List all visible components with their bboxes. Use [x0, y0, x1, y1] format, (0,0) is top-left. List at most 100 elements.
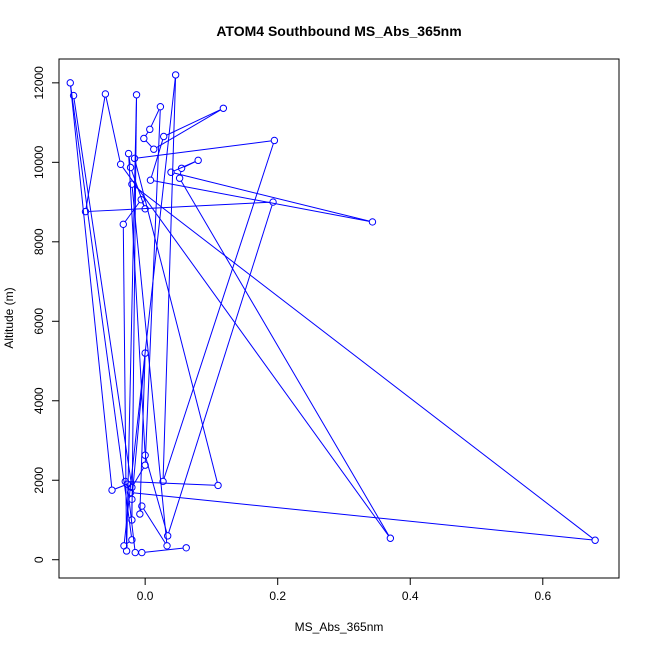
series-segment — [137, 140, 272, 159]
series-segment — [179, 171, 182, 176]
y-tick-label: 4000 — [32, 387, 46, 414]
series-segment — [124, 201, 140, 223]
series-segment — [156, 109, 221, 149]
series-segment — [70, 85, 113, 488]
data-point — [141, 349, 149, 357]
x-tick-label: 0.2 — [269, 589, 286, 603]
series-segment — [134, 185, 593, 539]
data-point — [130, 154, 139, 163]
series-segment — [168, 204, 273, 533]
x-tick-label: 0.4 — [402, 589, 419, 603]
data-point — [159, 477, 167, 486]
data-point — [140, 134, 148, 143]
series-segment — [141, 202, 145, 207]
series-segment — [105, 96, 121, 162]
data-point — [128, 516, 136, 524]
series-segment — [131, 187, 168, 543]
data-point — [138, 548, 146, 557]
data-point — [167, 168, 175, 176]
series-segment — [163, 143, 274, 479]
y-axis: 0 2000 4000 6000 8000 10000 12000 — [32, 66, 60, 563]
data-point — [175, 174, 184, 182]
data-point — [150, 145, 158, 153]
data-point — [163, 542, 171, 550]
series-segment — [145, 131, 149, 137]
series-segment — [122, 166, 389, 536]
series-segment — [173, 172, 370, 222]
data-point — [108, 486, 116, 494]
x-tick-label: 0.6 — [534, 589, 551, 603]
series-segment — [144, 547, 184, 553]
data-point — [132, 91, 141, 99]
y-tick-label: 0 — [32, 556, 46, 563]
series-segment — [143, 508, 166, 544]
data-point — [270, 136, 279, 145]
data-point — [126, 163, 135, 172]
data-point — [146, 125, 154, 134]
series-segment — [131, 356, 146, 497]
data-point — [126, 488, 135, 497]
series-segment — [114, 484, 125, 490]
data-point — [136, 510, 144, 518]
data-point — [171, 71, 180, 79]
series-segment — [128, 156, 131, 165]
series-segment — [134, 161, 218, 483]
x-tick-label: 0.0 — [137, 589, 154, 603]
data-point — [141, 461, 149, 469]
series-segment — [128, 156, 146, 453]
series-segment — [133, 492, 593, 541]
data-point — [141, 205, 149, 213]
data-point — [66, 79, 74, 87]
y-axis-label: Altitude (m) — [2, 287, 16, 348]
y-tick-label: 8000 — [32, 228, 46, 255]
data-point — [269, 198, 277, 206]
y-tick-label: 6000 — [32, 308, 46, 335]
data-point — [214, 481, 222, 490]
data-point — [101, 90, 110, 98]
data-point — [219, 104, 228, 112]
series-segment — [180, 180, 390, 536]
data-point — [116, 160, 125, 169]
data-point — [124, 149, 133, 158]
data-point — [123, 480, 131, 488]
series-segment — [131, 97, 138, 517]
series-segment — [153, 180, 370, 222]
data-point — [156, 102, 165, 111]
data-point — [119, 220, 127, 229]
series-segment — [126, 541, 130, 545]
series-segment — [128, 481, 215, 486]
data-point — [194, 156, 202, 165]
series-segment — [162, 78, 177, 479]
series-segment — [123, 78, 176, 543]
x-axis-label: MS_Abs_365nm — [295, 620, 384, 634]
data-point — [120, 542, 128, 550]
series-segment — [150, 139, 164, 178]
data-point — [141, 451, 149, 459]
data-point — [160, 132, 168, 141]
data-point — [591, 536, 599, 544]
data-point — [128, 536, 136, 544]
y-tick-label: 12000 — [32, 66, 46, 100]
series-segment — [70, 85, 132, 537]
series-segment — [73, 98, 132, 485]
data-point — [69, 91, 78, 100]
series-segment — [85, 97, 106, 209]
data-point — [138, 502, 146, 510]
data-point — [163, 532, 172, 540]
data-point — [137, 195, 145, 204]
data-point — [131, 548, 139, 557]
series-segment — [88, 201, 270, 212]
data-point — [177, 164, 186, 172]
series-segment — [150, 109, 160, 127]
plot-frame — [58, 58, 620, 579]
y-tick-label: 2000 — [32, 467, 46, 494]
series-segment — [145, 140, 152, 148]
data-point — [146, 176, 155, 184]
series-segment — [139, 356, 146, 511]
data-point — [386, 534, 395, 542]
series-group — [66, 71, 599, 557]
series-segment — [126, 97, 137, 548]
chart-title: ATOM4 Southbound MS_Abs_365nm — [216, 23, 461, 39]
y-tick-label: 10000 — [32, 145, 46, 179]
